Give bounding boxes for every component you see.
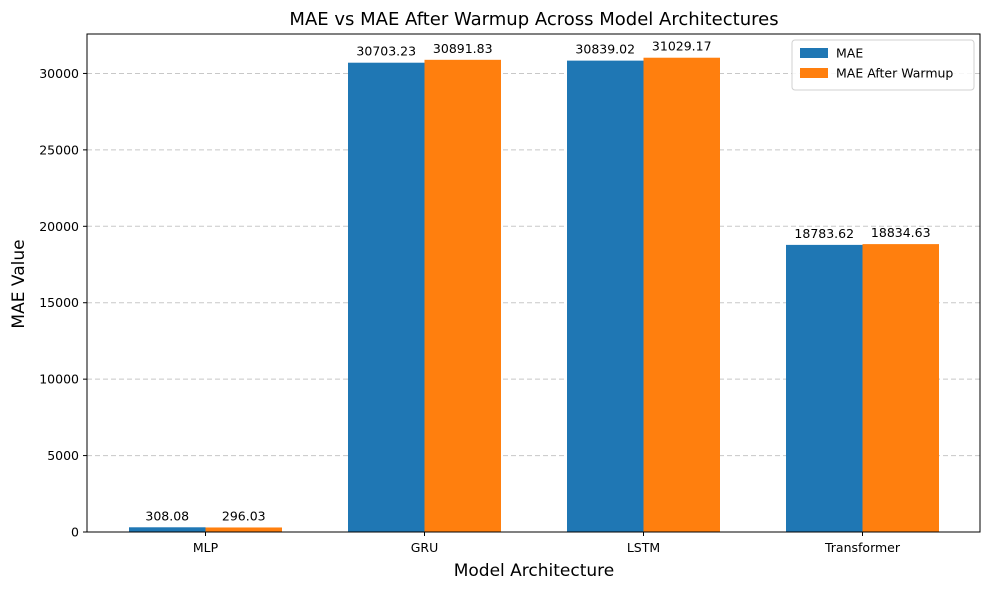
bar-mae-after-warmup [205, 527, 282, 532]
y-tick-label: 10000 [39, 372, 79, 387]
plot-frame [86, 33, 981, 533]
data-label: 18834.63 [871, 225, 931, 240]
y-tick-label: 15000 [39, 295, 79, 310]
data-label: 296.03 [222, 508, 266, 523]
bar-mae-after-warmup [643, 57, 720, 532]
bar-mae-after-warmup [862, 244, 939, 532]
y-tick-label: 5000 [47, 448, 79, 463]
legend-label: MAE [836, 46, 863, 61]
data-label: 31029.17 [652, 39, 712, 54]
legend-label: MAE After Warmup [836, 66, 953, 81]
legend-box [791, 39, 975, 91]
bar-mae [129, 527, 206, 532]
y-tick-label: 30000 [39, 66, 79, 81]
bar-mae [786, 244, 863, 532]
chart-title: MAE vs MAE After Warmup Across Model Arc… [289, 9, 778, 30]
y-axis: 0 5000 10000 15000 20000 25000 30000 [39, 66, 87, 540]
x-axis-label: Model Architecture [454, 561, 615, 581]
y-tick-label: 0 [71, 525, 79, 540]
bars [129, 57, 939, 533]
bar-mae-after-warmup [424, 59, 501, 532]
y-axis-label: MAE Value [9, 239, 29, 328]
x-tick-label: MLP [193, 540, 219, 555]
data-label: 30839.02 [575, 42, 635, 57]
data-label: 30703.23 [356, 44, 416, 59]
data-label: 308.08 [145, 508, 189, 523]
data-labels: 308.08 296.03 30703.23 30891.83 30839.02 3102… [145, 39, 930, 524]
legend: MAE MAE After Warmup [791, 39, 975, 91]
x-tick-label: GRU [411, 540, 439, 555]
legend-swatch [800, 48, 828, 58]
data-label: 18783.62 [794, 226, 854, 241]
y-tick-label: 25000 [39, 142, 79, 157]
x-tick-label: Transformer [824, 540, 901, 555]
data-label: 30891.83 [433, 41, 493, 56]
x-tick-label: LSTM [627, 540, 660, 555]
x-axis: MLP GRU LSTM Transformer [193, 532, 901, 555]
y-tick-label: 20000 [39, 219, 79, 234]
legend-swatch [800, 68, 828, 78]
bar-mae [567, 60, 644, 533]
bar-mae [348, 62, 425, 532]
